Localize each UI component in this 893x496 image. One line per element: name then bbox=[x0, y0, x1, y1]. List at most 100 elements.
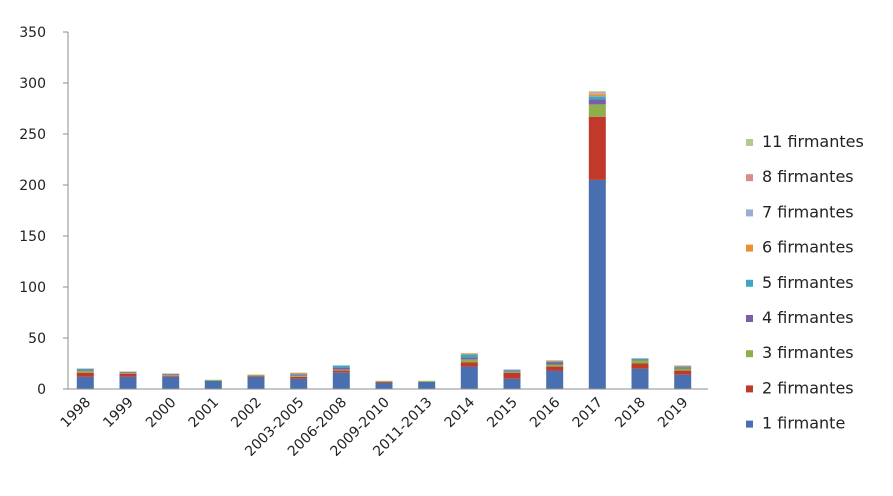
bar-segment-3 bbox=[290, 375, 308, 377]
y-tick-label: 0 bbox=[37, 382, 46, 398]
bar-segment-1 bbox=[418, 381, 436, 389]
bar-segment-5 bbox=[290, 373, 308, 375]
bar-segment-1 bbox=[546, 370, 564, 389]
bar-segment-7 bbox=[588, 93, 606, 95]
bar-segment-3 bbox=[674, 368, 692, 371]
bar-segment-3 bbox=[119, 372, 137, 374]
y-axis: 0 50 100 150 200 250 300 350 bbox=[19, 25, 69, 398]
x-tick-label: 2019 bbox=[655, 395, 692, 432]
bar-segment-1 bbox=[204, 380, 222, 389]
bar-segment-1 bbox=[503, 378, 521, 389]
bar-segment-5 bbox=[76, 368, 94, 370]
bar-segment-1 bbox=[674, 374, 692, 389]
legend-swatch bbox=[746, 385, 753, 393]
bar-segment-4 bbox=[503, 370, 521, 372]
bar-segment-4 bbox=[631, 359, 649, 361]
bar-segment-4 bbox=[588, 99, 606, 105]
bar-segment-8 bbox=[588, 92, 606, 94]
bars bbox=[76, 91, 692, 389]
y-tick-label: 300 bbox=[19, 76, 46, 92]
bar-segment-2 bbox=[332, 370, 350, 373]
bar-segment-6 bbox=[588, 94, 606, 97]
bar-segment-1 bbox=[119, 376, 137, 389]
bar-segment-2 bbox=[119, 373, 137, 377]
bar-segment-2 bbox=[588, 116, 606, 180]
legend-label: 8 firmantes bbox=[762, 167, 854, 186]
x-tick-label: 2014 bbox=[442, 394, 479, 431]
legend-label: 6 firmantes bbox=[762, 238, 854, 257]
bar-segment-4 bbox=[460, 357, 478, 360]
legend-swatch bbox=[746, 209, 753, 217]
x-tick-label: 2017 bbox=[570, 395, 607, 432]
bar-segment-4 bbox=[119, 371, 137, 373]
bar-segment-4 bbox=[290, 374, 308, 376]
bar-segment-1 bbox=[631, 368, 649, 389]
bar-segment-1 bbox=[247, 376, 265, 389]
bar-segment-3 bbox=[162, 374, 180, 376]
bar-segment-3 bbox=[546, 364, 564, 367]
bar-segment-5 bbox=[332, 365, 350, 368]
bar-segment-2 bbox=[460, 362, 478, 367]
legend-swatch bbox=[746, 244, 753, 252]
bar-segment-6 bbox=[290, 372, 308, 374]
bar-segment-1 bbox=[332, 372, 350, 389]
y-tick-label: 100 bbox=[19, 280, 46, 296]
bar-segment-4 bbox=[76, 369, 94, 371]
legend-label: 7 firmantes bbox=[762, 202, 854, 221]
bar-segment-5 bbox=[674, 366, 692, 368]
y-tick-label: 350 bbox=[19, 25, 46, 41]
bar-segment-1 bbox=[162, 376, 180, 389]
bar-segment-3 bbox=[204, 379, 222, 381]
legend-label: 11 firmantes bbox=[762, 132, 864, 151]
x-axis: 1998 1999 2000 2001 20022003-20052006-200820… bbox=[58, 388, 708, 460]
bar-segment-5 bbox=[588, 96, 606, 100]
x-tick-label: 2001 bbox=[186, 395, 223, 432]
bar-segment-3 bbox=[375, 380, 393, 382]
x-tick-label: 1998 bbox=[58, 395, 95, 432]
bar-segment-2 bbox=[247, 375, 265, 377]
bar-segment-4 bbox=[332, 367, 350, 370]
bar-segment-6 bbox=[546, 360, 564, 362]
bar-segment-2 bbox=[631, 363, 649, 369]
legend-swatch bbox=[746, 139, 753, 146]
legend-swatch bbox=[746, 420, 753, 428]
bar-segment-3 bbox=[332, 369, 350, 371]
bar-segment-2 bbox=[503, 372, 521, 379]
bar-segment-5 bbox=[631, 358, 649, 360]
bar-segment-2 bbox=[76, 372, 94, 377]
bar-segment-4 bbox=[546, 362, 564, 365]
bar-segment-3 bbox=[460, 359, 478, 363]
bar-segment-2 bbox=[162, 375, 180, 377]
bar-segment-9 bbox=[588, 91, 606, 93]
bar-segment-5 bbox=[546, 361, 564, 363]
bar-segment-3 bbox=[76, 370, 94, 373]
legend-label: 1 firmante bbox=[762, 414, 845, 433]
bar-segment-3 bbox=[247, 374, 265, 376]
x-tick-label: 2016 bbox=[527, 394, 564, 431]
x-tick-label: 2018 bbox=[612, 395, 649, 432]
legend-label: 2 firmantes bbox=[762, 378, 854, 397]
bar-segment-2 bbox=[674, 370, 692, 375]
bar-segment-1 bbox=[290, 378, 308, 389]
bar-segment-3 bbox=[588, 104, 606, 117]
bar-segment-6 bbox=[460, 353, 478, 355]
bar-segment-4 bbox=[162, 373, 180, 375]
y-tick-label: 150 bbox=[19, 229, 46, 245]
bar-segment-1 bbox=[76, 376, 94, 389]
bar-segment-1 bbox=[375, 382, 393, 389]
legend-label: 3 firmantes bbox=[762, 343, 854, 362]
x-tick-label: 2015 bbox=[484, 395, 521, 432]
bar-segment-2 bbox=[375, 381, 393, 383]
y-tick-label: 200 bbox=[19, 178, 46, 194]
y-tick-label: 250 bbox=[19, 127, 46, 143]
bar-segment-1 bbox=[460, 366, 478, 389]
bar-segment-5 bbox=[460, 354, 478, 358]
legend-label: 5 firmantes bbox=[762, 273, 854, 292]
x-tick-label: 2002 bbox=[228, 395, 265, 432]
legend-swatch bbox=[746, 315, 753, 322]
x-tick-label: 2000 bbox=[143, 395, 180, 432]
x-tick-label: 1999 bbox=[100, 395, 137, 432]
bar-segment-4 bbox=[674, 367, 692, 369]
bar-segment-6 bbox=[674, 365, 692, 367]
bar-segment-3 bbox=[503, 371, 521, 373]
